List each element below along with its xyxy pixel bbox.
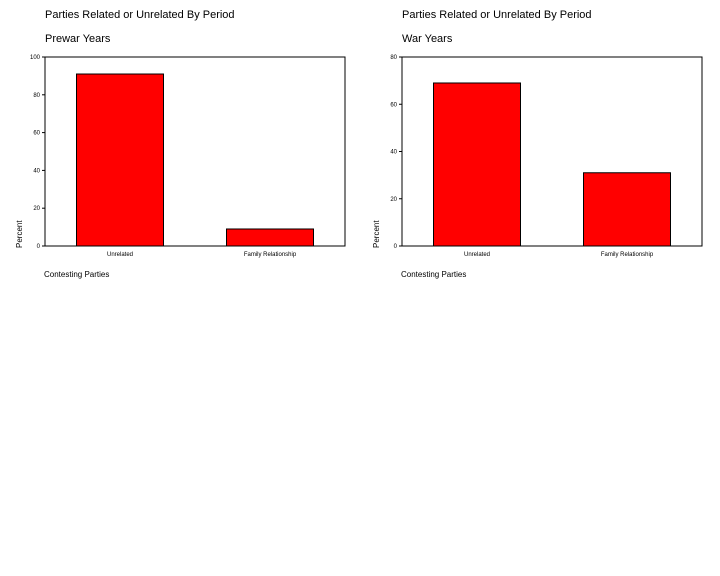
x-axis-label: Contesting Parties	[401, 270, 467, 279]
plot-frame	[44, 56, 346, 247]
chart-title: Parties Related or Unrelated By Period	[402, 9, 592, 21]
y-axis-label: Percent	[372, 220, 381, 248]
y-tick-label: 20	[33, 206, 40, 212]
x-axis-label: Contesting Parties	[44, 270, 110, 279]
y-tick-label: 40	[33, 168, 40, 174]
y-axis-label: Percent	[15, 220, 24, 248]
bar-chart: 0 20 40 60 80 Unrelated Family Relationship	[390, 55, 703, 258]
y-tick-label: 20	[390, 197, 397, 203]
chart-subtitle: War Years	[402, 33, 453, 45]
y-tick-label: 80	[33, 93, 40, 99]
bar	[226, 228, 314, 247]
chart-subtitle: Prewar Years	[45, 33, 111, 45]
x-tick-label: Unrelated	[464, 252, 490, 258]
y-tick-label: 100	[30, 55, 41, 61]
y-tick-label: 0	[37, 244, 41, 250]
y-tick-label: 60	[390, 102, 397, 108]
x-tick-label: Unrelated	[107, 252, 133, 258]
y-tick-label: 60	[33, 131, 40, 137]
y-tick-label: 80	[390, 55, 397, 61]
bar-chart: 0 20 40 60 80 100 Unrelated Family Relationship	[30, 55, 346, 258]
chart-title: Parties Related or Unrelated By Period	[45, 9, 235, 21]
bar	[583, 172, 671, 247]
chart-panel-prewar: Parties Related or Unrelated By Period P…	[0, 0, 360, 300]
x-tick-label: Family Relationship	[244, 252, 297, 258]
y-tick-label: 0	[394, 244, 398, 250]
bar	[76, 73, 164, 247]
x-tick-label: Family Relationship	[601, 252, 654, 258]
bar	[433, 82, 521, 247]
y-tick-label: 40	[390, 150, 397, 156]
chart-panel-war: Parties Related or Unrelated By Period W…	[357, 0, 717, 300]
